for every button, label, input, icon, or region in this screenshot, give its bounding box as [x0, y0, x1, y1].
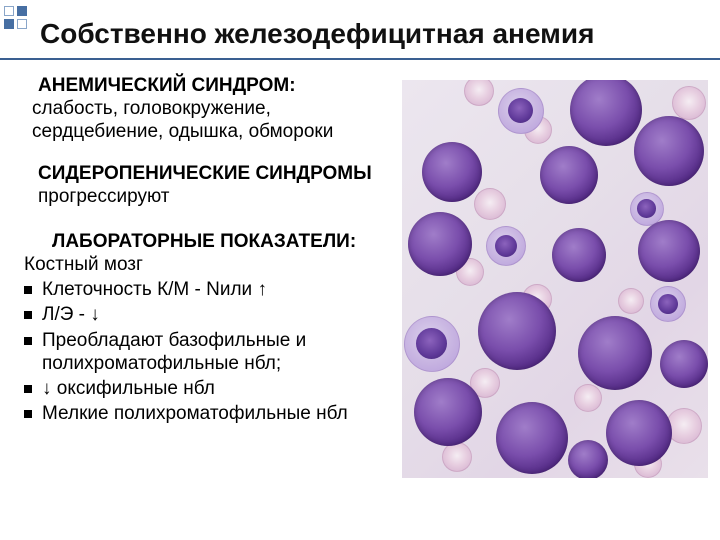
microscopy-image [402, 80, 708, 478]
cell-shape [638, 220, 700, 282]
cell-shape [408, 212, 472, 276]
list-item: Клеточность К/М - Nили ↑ [24, 278, 394, 301]
cell-shape [660, 340, 708, 388]
list-item-text: ↓ оксифильные нбл [42, 377, 394, 400]
cell-nucleus [658, 294, 678, 314]
bullet-icon [24, 410, 32, 418]
cell-shape [414, 378, 482, 446]
cell-nucleus [416, 328, 447, 359]
lab-block: ЛАБОРАТОРНЫЕ ПОКАЗАТЕЛИ: Костный мозг Кл… [24, 230, 394, 425]
cell-shape [464, 80, 494, 106]
anemic-heading: АНЕМИЧЕСКИЙ СИНДРОМ: [24, 74, 394, 97]
sideropenic-block: СИДЕРОПЕНИЧЕСКИЕ СИНДРОМЫ прогрессируют [24, 162, 394, 208]
list-item-text: Мелкие полихроматофильные нбл [42, 402, 394, 425]
sideropenic-heading-bold: СИДЕРОПЕНИЧЕСКИЕ СИНДРОМЫ [38, 163, 372, 184]
cell-nucleus [495, 235, 517, 257]
list-item-text: Преобладают базофильные и полихроматофил… [42, 329, 394, 375]
cell-shape [552, 228, 606, 282]
anemic-body: слабость, головокружение, сердцебиение, … [24, 97, 394, 143]
list-item: Преобладают базофильные и полихроматофил… [24, 329, 394, 375]
cell-shape [570, 80, 642, 146]
list-item: Мелкие полихроматофильные нбл [24, 402, 394, 425]
cell-shape [574, 384, 602, 412]
bullet-icon [24, 337, 32, 345]
slide-title: Собственно железодефицитная анемия [40, 18, 708, 50]
cell-shape [422, 142, 482, 202]
lab-list: Клеточность К/М - Nили ↑ Л/Э - ↓ Преобла… [24, 278, 394, 425]
title-underline [0, 58, 720, 60]
bullet-icon [24, 385, 32, 393]
anemic-syndrome-block: АНЕМИЧЕСКИЙ СИНДРОМ: слабость, головокру… [24, 74, 394, 144]
cell-shape [540, 146, 598, 204]
cell-shape [442, 442, 472, 472]
cell-shape [478, 292, 556, 370]
sideropenic-heading-rest: прогрессируют [38, 186, 170, 207]
cell-shape [568, 440, 608, 478]
lab-heading-text: ЛАБОРАТОРНЫЕ ПОКАЗАТЕЛИ: [52, 231, 356, 252]
list-item: ↓ оксифильные нбл [24, 377, 394, 400]
list-item-text: Клеточность К/М - Nили ↑ [42, 278, 394, 301]
cell-shape [474, 188, 506, 220]
cell-shape [496, 402, 568, 474]
lab-subheading: Костный мозг [24, 253, 394, 276]
anemic-heading-text: АНЕМИЧЕСКИЙ СИНДРОМ: [38, 75, 296, 96]
bullet-icon [24, 286, 32, 294]
cell-shape [618, 288, 644, 314]
corner-decoration [4, 6, 27, 29]
list-item-text: Л/Э - ↓ [42, 303, 394, 326]
cell-shape [634, 116, 704, 186]
sideropenic-heading: СИДЕРОПЕНИЧЕСКИЕ СИНДРОМЫ прогрессируют [24, 162, 394, 208]
cell-shape [578, 316, 652, 390]
bullet-icon [24, 311, 32, 319]
lab-heading: ЛАБОРАТОРНЫЕ ПОКАЗАТЕЛИ: [24, 230, 394, 253]
cell-shape [606, 400, 672, 466]
cell-shape [672, 86, 706, 120]
content-area: АНЕМИЧЕСКИЙ СИНДРОМ: слабость, головокру… [24, 74, 394, 425]
list-item: Л/Э - ↓ [24, 303, 394, 326]
